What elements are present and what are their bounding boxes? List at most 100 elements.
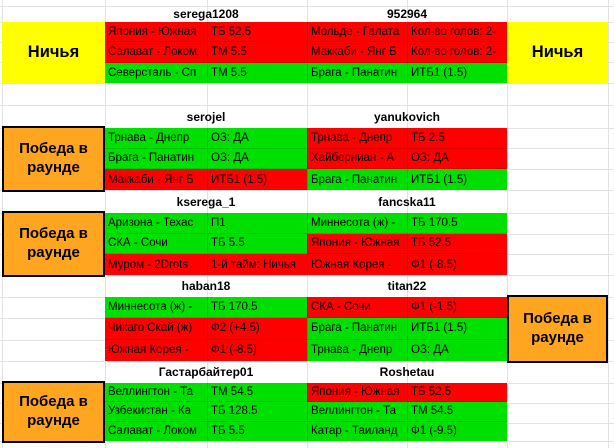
bet-cell[interactable]: ТБ 52.5 bbox=[407, 233, 507, 255]
match-cell[interactable]: Муром - 2Drots bbox=[105, 254, 207, 275]
bet-cell[interactable]: ИТБ1 (1.5) bbox=[407, 62, 507, 83]
bet-row: Мольде - Галата Кол-во голов: 2- bbox=[307, 22, 507, 43]
draw-label-cell[interactable]: Ничья bbox=[507, 22, 608, 83]
bet-row: Трнава - Днепр ОЗ: ДА bbox=[307, 339, 507, 361]
user-name-cell[interactable]: kserega_1 bbox=[176, 194, 236, 209]
bet-cell[interactable]: ИТБ1 (1.5) bbox=[407, 169, 507, 190]
user-name-cell[interactable]: fancska11 bbox=[378, 194, 436, 209]
match-cell[interactable]: Южная Корея - bbox=[307, 254, 407, 275]
bet-cell[interactable]: ОЗ: ДА bbox=[407, 148, 507, 170]
bet-cell[interactable]: Ф2 (+4.5) bbox=[207, 318, 307, 340]
bet-cell[interactable]: ТБ 128.5 bbox=[207, 402, 307, 422]
match-cell[interactable]: Салават - Локом bbox=[105, 42, 207, 63]
bet-row: Чикаго Скай (ж) Ф2 (+4.5) bbox=[105, 318, 307, 340]
bet-row: Брага - Панатин ОЗ: ДА bbox=[105, 148, 307, 170]
match-cell[interactable]: Трнава - Днепр bbox=[105, 128, 207, 149]
bet-row: СКА - Сочи Ф1 (-1.5) bbox=[307, 297, 507, 319]
user-name-cell[interactable]: Roshetau bbox=[379, 365, 435, 379]
user-name-cell[interactable]: 952964 bbox=[386, 7, 428, 21]
user-name-cell[interactable]: titan22 bbox=[387, 279, 427, 293]
bet-cell[interactable]: ТМ 54.5 bbox=[407, 402, 507, 422]
bet-row: Салават - Локом ТМ 5.5 bbox=[105, 42, 307, 63]
bet-row: Миннесота (ж) - ТБ 170.5 bbox=[105, 297, 307, 319]
round-win-label-cell[interactable]: Победа в раунде bbox=[2, 381, 105, 443]
bet-cell[interactable]: ТМ 5.5 bbox=[207, 62, 307, 83]
bet-row: Салават - Локом ТБ 5.5 bbox=[105, 421, 307, 441]
match-cell[interactable]: Хайберниан - А bbox=[307, 148, 407, 170]
match-cell[interactable]: Узбекистан - Ка bbox=[105, 402, 207, 422]
bet-cell[interactable]: Ф1 (-9.5) bbox=[407, 421, 507, 441]
round-win-label-cell[interactable]: Победа в раунде bbox=[2, 211, 105, 277]
bet-cell[interactable]: ТБ 5.5 bbox=[207, 421, 307, 441]
match-cell[interactable]: Трнава - Днепр bbox=[307, 339, 407, 361]
bet-cell[interactable]: Ф1 (-1.5) bbox=[407, 297, 507, 319]
bet-cell[interactable]: ТБ 170.5 bbox=[207, 297, 307, 319]
match-cell[interactable]: Брага - Панатин bbox=[307, 169, 407, 190]
bet-row: Брага - Панатин ИТБ1 (1.5) bbox=[307, 62, 507, 83]
match-cell[interactable]: Северсталь - Сп bbox=[105, 62, 207, 83]
match-cell[interactable]: Южная Корея - bbox=[105, 339, 207, 361]
match-cell[interactable]: Маккаби - Янг Б bbox=[307, 42, 407, 63]
gridline bbox=[608, 0, 609, 448]
bet-row: Брага - Панатин ИТБ1 (1.5) bbox=[307, 318, 507, 340]
match-cell[interactable]: Салават - Локом bbox=[105, 421, 207, 441]
bet-row: Трнава - Днепр ОЗ: ДА bbox=[105, 128, 307, 149]
bet-row: Узбекистан - Ка ТБ 128.5 bbox=[105, 402, 307, 422]
match-cell[interactable]: Веллингтон - Та bbox=[105, 383, 207, 403]
bet-cell[interactable]: Ф1 (-8.5) bbox=[407, 254, 507, 275]
bet-row: Северсталь - Сп ТМ 5.5 bbox=[105, 62, 307, 83]
match-cell[interactable]: Веллингтон - Та bbox=[307, 402, 407, 422]
match-cell[interactable]: Япония - Южная bbox=[307, 383, 407, 403]
bet-cell[interactable]: ОЗ: ДА bbox=[207, 128, 307, 149]
bet-row: Маккаби - Янг Б Кол-во голов: 2- bbox=[307, 42, 507, 63]
bet-cell[interactable]: ТМ 54.5 bbox=[207, 383, 307, 403]
match-cell[interactable]: Чикаго Скай (ж) bbox=[105, 318, 207, 340]
match-cell[interactable]: Мольде - Галата bbox=[307, 22, 407, 43]
bet-row: Япония - Южная ТБ 52.5 bbox=[307, 383, 507, 403]
user-name-cell[interactable]: serega1208 bbox=[173, 7, 239, 21]
round-win-label-cell[interactable]: Победа в раунде bbox=[507, 295, 608, 363]
match-cell[interactable]: Брага - Панатин bbox=[307, 318, 407, 340]
bet-row: Южная Корея - Ф1 (-8.5) bbox=[105, 339, 307, 361]
user-name-cell[interactable]: haban18 bbox=[181, 279, 231, 293]
user-name-cell[interactable]: yanukovich bbox=[373, 109, 441, 124]
bet-cell[interactable]: ИТБ1 (1.5) bbox=[407, 318, 507, 340]
bet-cell[interactable]: ТБ 52.5 bbox=[407, 383, 507, 403]
bet-cell[interactable]: 1-й тайм: Ничья bbox=[207, 254, 307, 275]
match-cell[interactable]: Миннесота (ж) - bbox=[105, 297, 207, 319]
bet-cell[interactable]: ТБ 170.5 bbox=[407, 213, 507, 234]
match-cell[interactable]: Брага - Панатин bbox=[307, 62, 407, 83]
bet-cell[interactable]: ТБ 52.5 bbox=[207, 22, 307, 43]
bet-cell[interactable]: ТБ 2.5 bbox=[407, 128, 507, 149]
bet-row: Брага - Панатин ИТБ1 (1.5) bbox=[307, 169, 507, 190]
bet-row: Япония - Южная ТБ 52.5 bbox=[307, 233, 507, 255]
match-cell[interactable]: Миннесота (ж) - bbox=[307, 213, 407, 234]
bet-cell[interactable]: ИТБ1 (1.5) bbox=[207, 169, 307, 190]
bet-row: Миннесота (ж) - ТБ 170.5 bbox=[307, 213, 507, 234]
bet-cell[interactable]: Кол-во голов: 2- bbox=[407, 42, 507, 63]
bet-cell[interactable]: ОЗ: ДА bbox=[407, 339, 507, 361]
match-cell[interactable]: Япония - Южная bbox=[105, 22, 207, 43]
bet-cell[interactable]: ТБ 5.5 bbox=[207, 233, 307, 255]
match-cell[interactable]: Маккаби - Янг Б bbox=[105, 169, 207, 190]
bet-cell[interactable]: ОЗ: ДА bbox=[207, 148, 307, 170]
match-cell[interactable]: Брага - Панатин bbox=[105, 148, 207, 170]
bet-cell[interactable]: ТМ 5.5 bbox=[207, 42, 307, 63]
match-cell[interactable]: Япония - Южная bbox=[307, 233, 407, 255]
match-cell[interactable]: СКА - Сочи bbox=[105, 233, 207, 255]
user-name-cell[interactable]: Гастарбайтер01 bbox=[158, 365, 254, 379]
bet-cell[interactable]: Кол-во голов: 2- bbox=[407, 22, 507, 43]
match-cell[interactable]: Трнава - Днепр bbox=[307, 128, 407, 149]
match-cell[interactable]: СКА - Сочи bbox=[307, 297, 407, 319]
match-cell[interactable]: Аризона - Техас bbox=[105, 213, 207, 234]
bet-cell[interactable]: Ф1 (-8.5) bbox=[207, 339, 307, 361]
draw-label-cell[interactable]: Ничья bbox=[2, 22, 105, 83]
bet-row: Трнава - Днепр ТБ 2.5 bbox=[307, 128, 507, 149]
gridline bbox=[507, 0, 508, 448]
bet-cell[interactable]: П1 bbox=[207, 213, 307, 234]
match-cell[interactable]: Катар - Таиланд bbox=[307, 421, 407, 441]
round-win-label-cell[interactable]: Победа в раунде bbox=[2, 126, 105, 192]
bet-row: Веллингтон - Та ТМ 54.5 bbox=[307, 402, 507, 422]
user-name-cell[interactable]: serojel bbox=[186, 109, 226, 124]
bet-row: Япония - Южная ТБ 52.5 bbox=[105, 22, 307, 43]
